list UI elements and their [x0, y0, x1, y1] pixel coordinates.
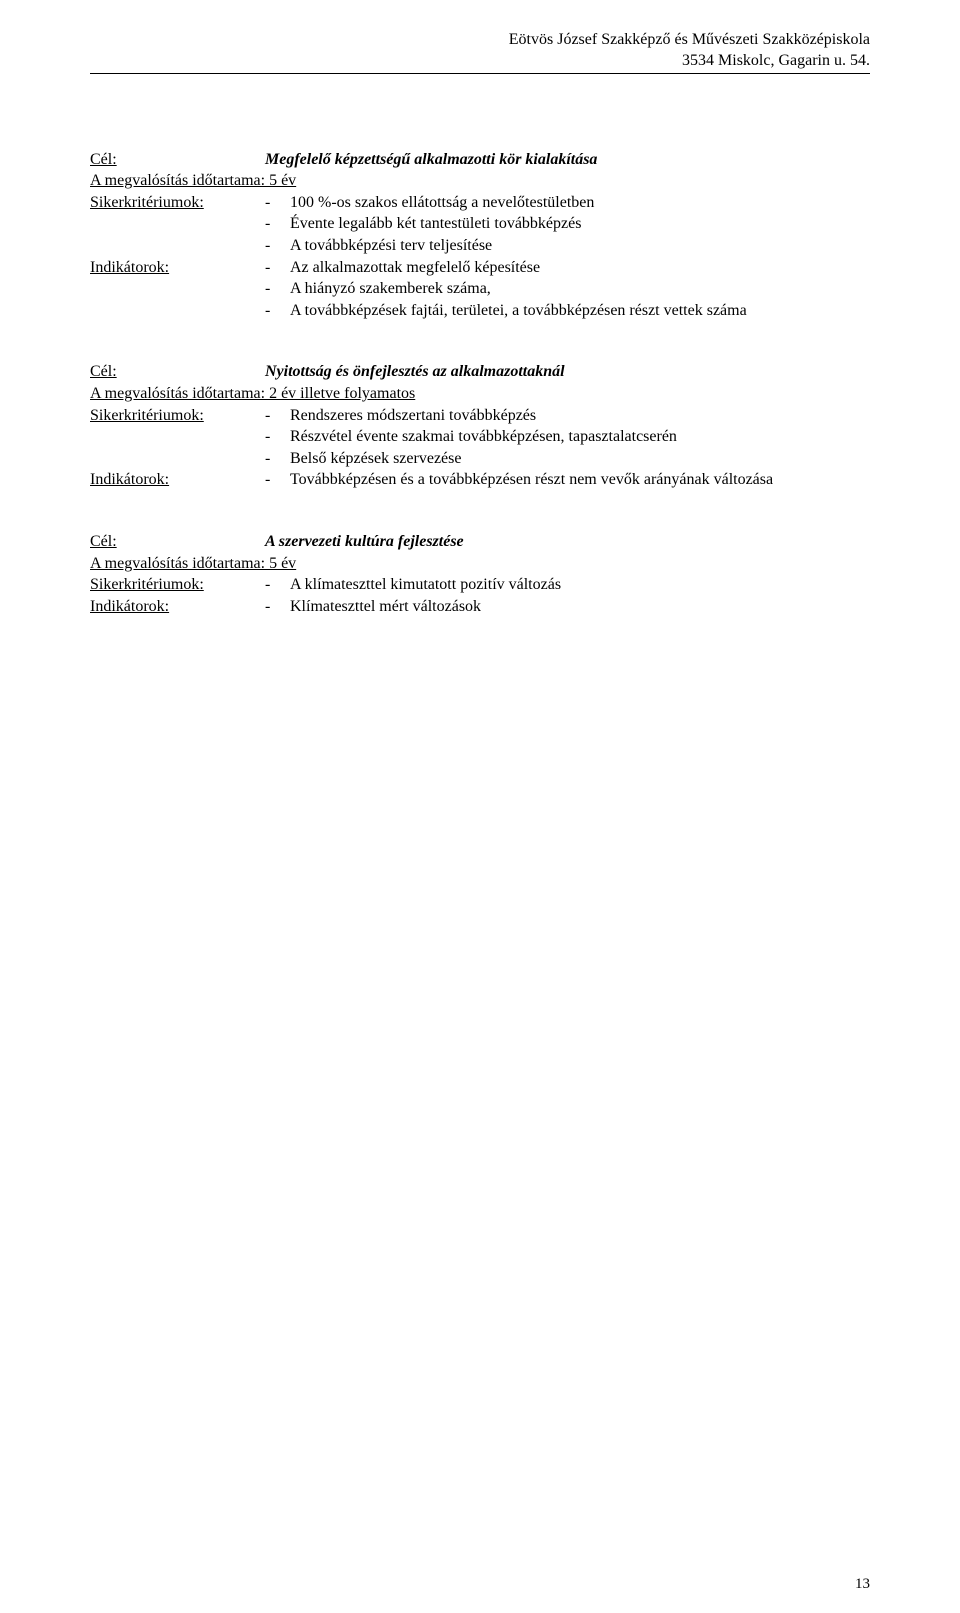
goal-block-3: Cél: A szervezeti kultúra fejlesztése A …: [90, 531, 870, 617]
siker-label: Sikerkritériumok:: [90, 192, 265, 214]
dash: -: [265, 405, 290, 427]
ind-label: Indikátorok:: [90, 257, 265, 279]
ind-label: Indikátorok:: [90, 596, 265, 618]
siker-item: Évente legalább két tantestületi továbbk…: [290, 213, 870, 235]
cel-value: Megfelelő képzettségű alkalmazotti kör k…: [265, 149, 870, 171]
siker-item: Rendszeres módszertani továbbképzés: [290, 405, 870, 427]
timeframe: A megvalósítás időtartama: 2 év illetve …: [90, 383, 870, 405]
siker-label: Sikerkritériumok:: [90, 405, 265, 427]
blank: [90, 300, 265, 322]
dash: -: [265, 257, 290, 279]
dash: -: [265, 213, 290, 235]
timeframe: A megvalósítás időtartama: 5 év: [90, 553, 870, 575]
dash: -: [265, 574, 290, 596]
goal-block-1: Cél: Megfelelő képzettségű alkalmazotti …: [90, 149, 870, 322]
siker-item: Részvétel évente szakmai továbbképzésen,…: [290, 426, 870, 448]
timeframe: A megvalósítás időtartama: 5 év: [90, 170, 870, 192]
siker-item: Belső képzések szervezése: [290, 448, 870, 470]
goal-block-2: Cél: Nyitottság és önfejlesztés az alkal…: [90, 361, 870, 491]
dash: -: [265, 426, 290, 448]
siker-item: 100 %-os szakos ellátottság a nevelőtest…: [290, 192, 870, 214]
cel-label: Cél:: [90, 149, 265, 171]
blank: [90, 426, 265, 448]
header-line1: Eötvös József Szakképző és Művészeti Sza…: [90, 30, 870, 51]
cel-label: Cél:: [90, 361, 265, 383]
dash: -: [265, 192, 290, 214]
ind-label: Indikátorok:: [90, 469, 265, 491]
dash: -: [265, 448, 290, 470]
cel-value: Nyitottság és önfejlesztés az alkalmazot…: [265, 361, 870, 383]
dash: -: [265, 300, 290, 322]
cel-label: Cél:: [90, 531, 265, 553]
dash: -: [265, 469, 290, 491]
ind-item: Klímateszttel mért változások: [290, 596, 870, 618]
blank: [90, 213, 265, 235]
header-line2: 3534 Miskolc, Gagarin u. 54.: [90, 51, 870, 72]
siker-item: A továbbképzési terv teljesítése: [290, 235, 870, 257]
siker-item: A klímateszttel kimutatott pozitív válto…: [290, 574, 870, 596]
blank: [90, 278, 265, 300]
ind-item: Az alkalmazottak megfelelő képesítése: [290, 257, 870, 279]
ind-item: Továbbképzésen és a továbbképzésen részt…: [290, 469, 870, 491]
cel-value: A szervezeti kultúra fejlesztése: [265, 531, 870, 553]
siker-label: Sikerkritériumok:: [90, 574, 265, 596]
dash: -: [265, 596, 290, 618]
blank: [90, 448, 265, 470]
dash: -: [265, 278, 290, 300]
ind-item: A továbbképzések fajtái, területei, a to…: [290, 300, 870, 322]
page-header: Eötvös József Szakképző és Művészeti Sza…: [90, 30, 870, 72]
ind-item: A hiányzó szakemberek száma,: [290, 278, 870, 300]
blank: [90, 235, 265, 257]
page-number: 13: [855, 1576, 870, 1593]
dash: -: [265, 235, 290, 257]
header-divider: [90, 73, 870, 74]
